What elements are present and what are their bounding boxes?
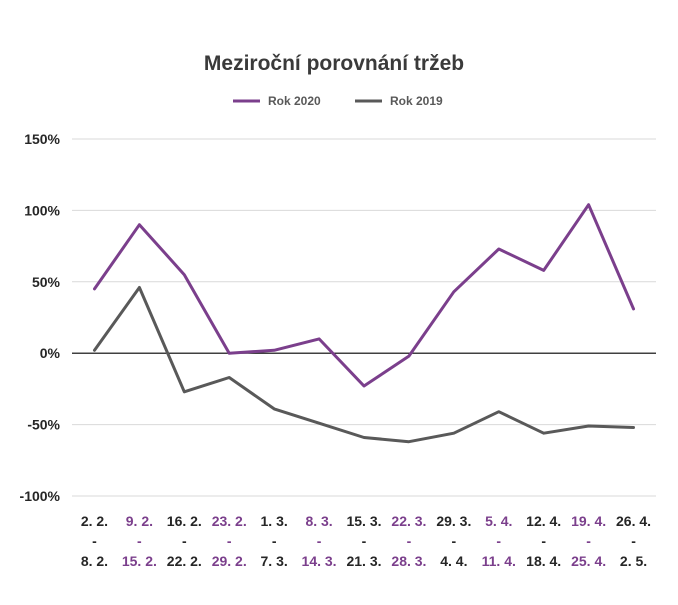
x-tick-line3: 11. 4.	[482, 553, 516, 569]
x-tick-line1: 9. 2.	[126, 513, 153, 529]
x-tick-line2: -	[586, 533, 591, 549]
x-tick-line2: -	[541, 533, 546, 549]
legend-item: Rok 2019	[355, 94, 443, 108]
x-tick-line1: 5. 4.	[485, 513, 512, 529]
x-tick-line1: 1. 3.	[261, 513, 288, 529]
x-tick-line1: 29. 3.	[436, 513, 471, 529]
x-tick-line2: -	[137, 533, 142, 549]
x-tick-line2: -	[92, 533, 97, 549]
x-tick-label: 15. 3. - 21. 3.	[346, 513, 381, 569]
x-tick-line1: 15. 3.	[346, 513, 381, 529]
x-tick-line2: -	[317, 533, 322, 549]
x-tick-line3: 22. 2.	[167, 553, 202, 569]
series-lines	[93, 203, 635, 444]
y-tick-label: 150%	[24, 131, 60, 147]
x-tick-label: 9. 2. - 15. 2.	[122, 513, 157, 569]
x-tick-line2: -	[496, 533, 501, 549]
x-tick-line2: -	[272, 533, 277, 549]
x-tick-line2: -	[227, 533, 232, 549]
x-tick-line1: 23. 2.	[212, 513, 247, 529]
x-tick-line2: -	[452, 533, 457, 549]
x-tick-line3: 28. 3.	[391, 553, 426, 569]
x-tick-line1: 12. 4.	[526, 513, 561, 529]
x-tick-label: 19. 4. - 25. 4.	[571, 513, 606, 569]
x-tick-line2: -	[362, 533, 367, 549]
y-axis-ticks: 150% 100% 50% 0% -50% -100%	[20, 131, 61, 504]
x-tick-label: 8. 3. - 14. 3.	[302, 513, 337, 569]
x-tick-line3: 18. 4.	[526, 553, 561, 569]
x-tick-label: 12. 4. - 18. 4.	[526, 513, 561, 569]
x-tick-label: 2. 2. - 8. 2.	[81, 513, 108, 569]
series-line-0	[93, 203, 635, 388]
x-tick-label: 29. 3. - 4. 4.	[436, 513, 471, 569]
y-tick-label: -100%	[20, 488, 61, 504]
x-tick-line2: -	[182, 533, 187, 549]
gridlines	[72, 138, 656, 497]
legend-item: Rok 2020	[233, 94, 321, 108]
x-tick-label: 26. 4. - 2. 5.	[616, 513, 651, 569]
y-tick-label: -50%	[27, 417, 60, 433]
x-tick-label: 23. 2. - 29. 2.	[212, 513, 247, 569]
x-tick-label: 16. 2. - 22. 2.	[167, 513, 202, 569]
x-tick-line1: 26. 4.	[616, 513, 651, 529]
legend-label: Rok 2020	[268, 94, 321, 108]
x-tick-line3: 4. 4.	[440, 553, 467, 569]
x-tick-line2: -	[407, 533, 412, 549]
x-tick-line2: -	[631, 533, 636, 549]
legend-label: Rok 2019	[390, 94, 443, 108]
legend: Rok 2020 Rok 2019	[233, 94, 443, 108]
x-tick-line3: 21. 3.	[346, 553, 381, 569]
x-tick-line1: 22. 3.	[391, 513, 426, 529]
x-tick-line1: 19. 4.	[571, 513, 606, 529]
x-tick-line3: 2. 5.	[620, 553, 647, 569]
x-tick-line1: 16. 2.	[167, 513, 202, 529]
x-tick-line3: 15. 2.	[122, 553, 157, 569]
y-tick-label: 50%	[32, 274, 61, 290]
x-tick-line3: 25. 4.	[571, 553, 606, 569]
x-tick-label: 1. 3. - 7. 3.	[261, 513, 288, 569]
x-tick-line3: 7. 3.	[261, 553, 288, 569]
chart-title: Meziroční porovnání tržeb	[204, 52, 464, 75]
x-tick-label: 5. 4. - 11. 4.	[482, 513, 516, 569]
x-tick-line3: 14. 3.	[302, 553, 337, 569]
x-tick-line1: 8. 3.	[305, 513, 332, 529]
series-line-1	[93, 286, 635, 444]
x-tick-line3: 29. 2.	[212, 553, 247, 569]
x-tick-line1: 2. 2.	[81, 513, 108, 529]
x-tick-line3: 8. 2.	[81, 553, 108, 569]
x-axis-ticks: 2. 2. - 8. 2. 9. 2. - 15. 2. 16. 2. - 22. 2. 23. …	[81, 513, 651, 569]
x-tick-label: 22. 3. - 28. 3.	[391, 513, 426, 569]
y-tick-label: 100%	[24, 202, 60, 218]
y-tick-label: 0%	[40, 345, 61, 361]
